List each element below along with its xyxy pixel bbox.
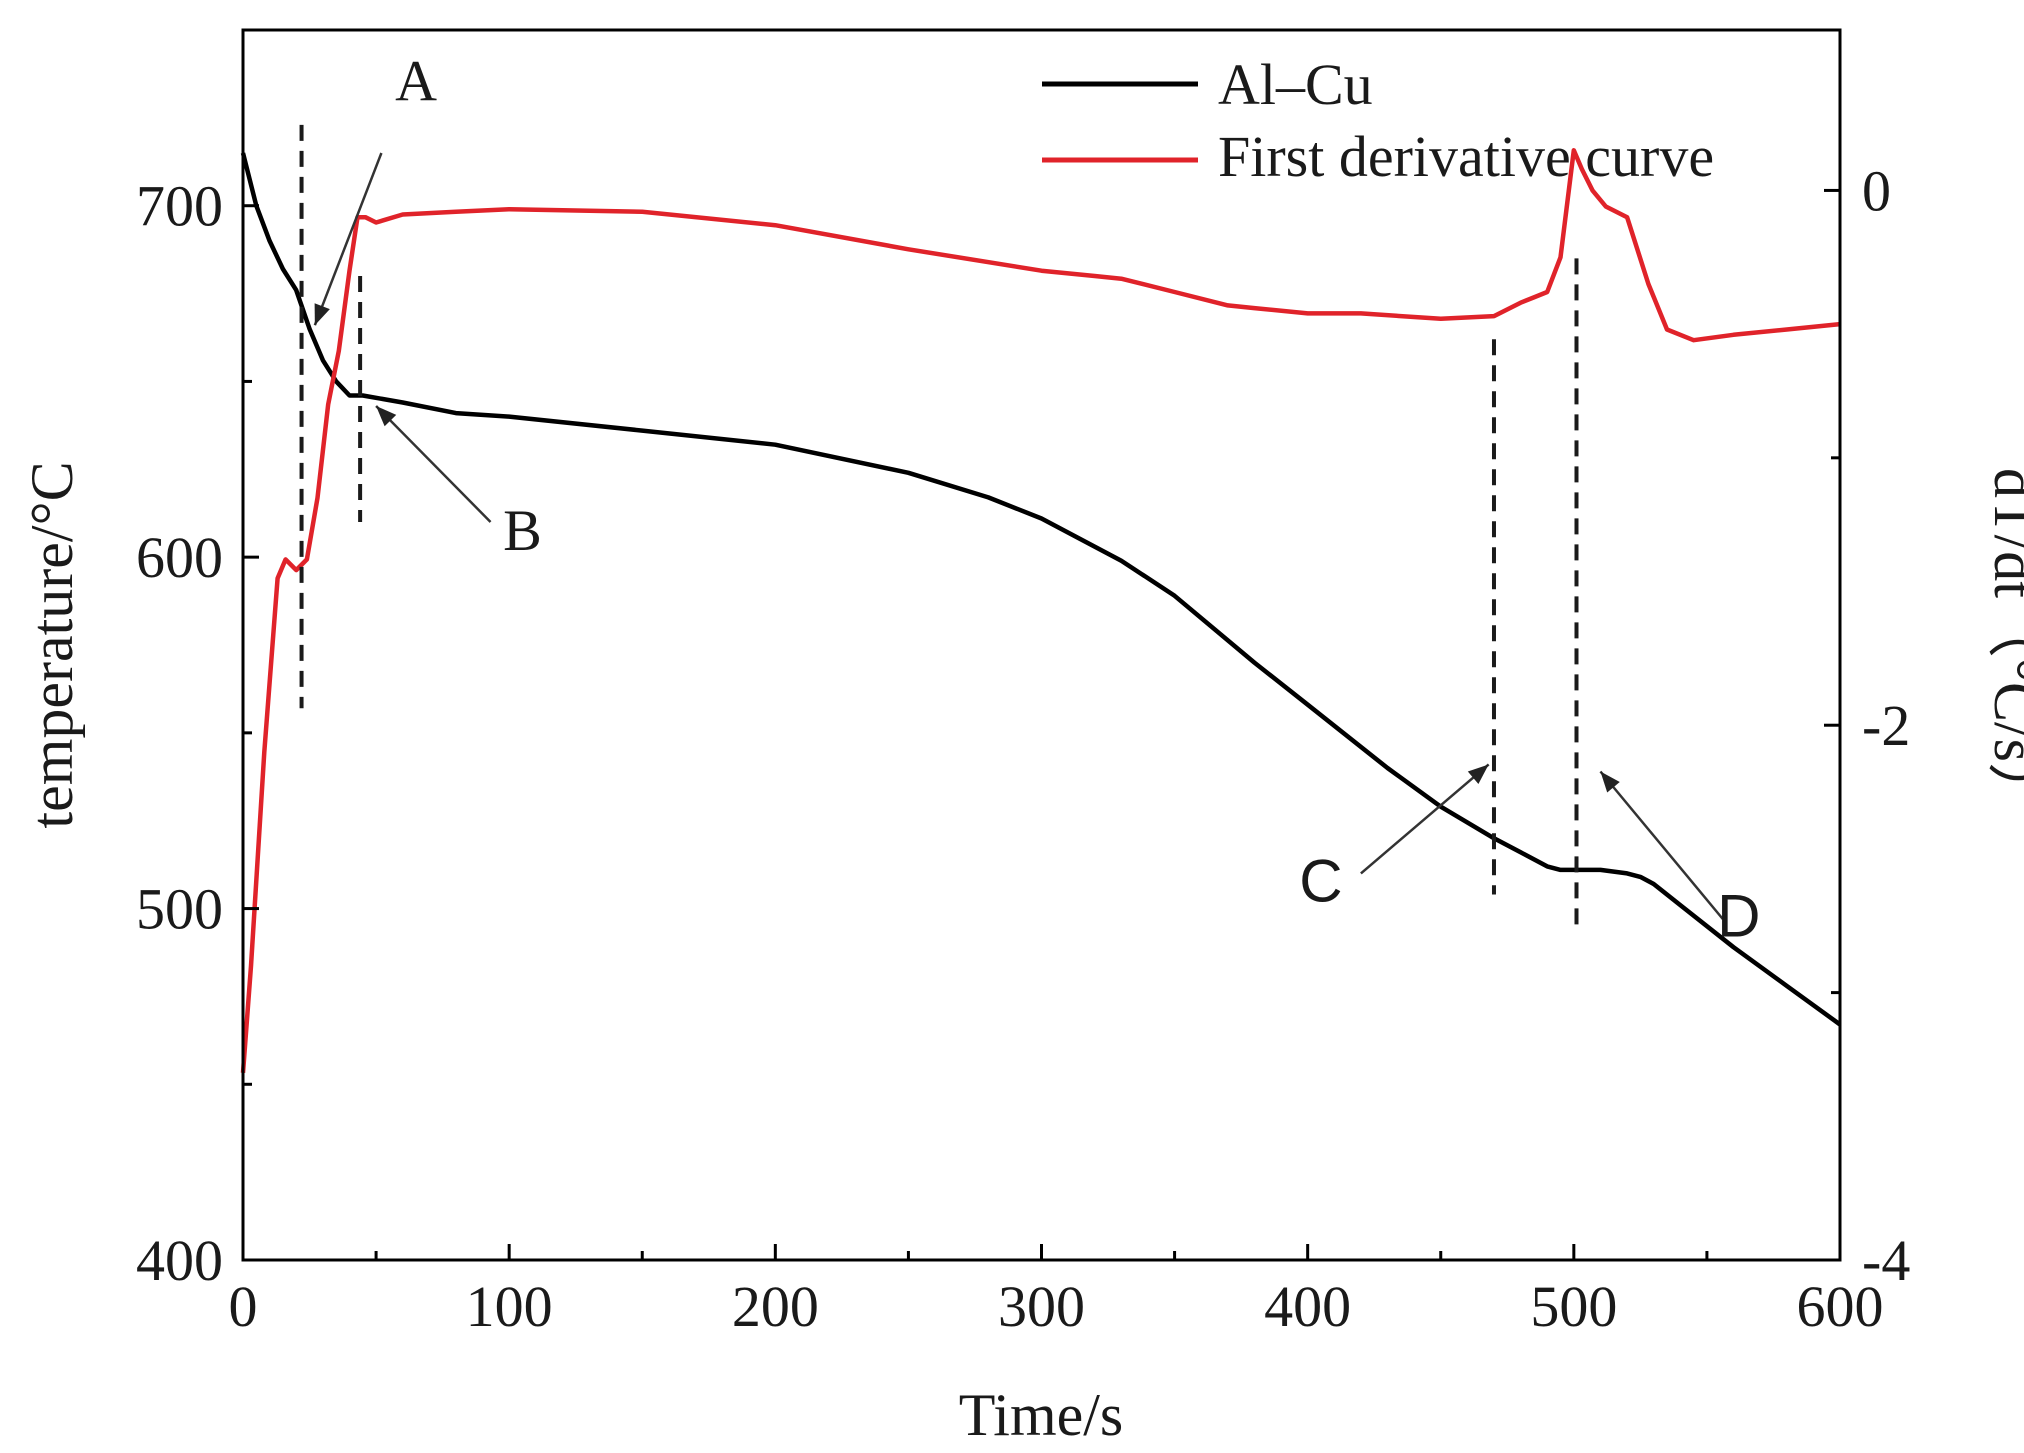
annotation-arrow-c <box>1360 763 1490 875</box>
y-right-tick-label--4: -4 <box>1862 1228 1910 1293</box>
annotation-arrow-b <box>375 405 492 523</box>
annotation-label-d: D <box>1717 883 1760 950</box>
y-left-tick-label-700: 700 <box>136 174 223 239</box>
annotation-arrowhead-c <box>1467 764 1489 784</box>
y-axis-left: 400 500 600 700 <box>136 28 259 1293</box>
y-right-tick-label--2: -2 <box>1862 693 1910 758</box>
y-axis-right-title: dT/dt（°C/s） <box>1982 468 2024 822</box>
y-left-tick-label-500: 500 <box>136 877 223 942</box>
annotation-label-a: A <box>395 48 437 113</box>
x-axis-title: Time/s <box>959 1382 1124 1448</box>
y-right-tick-label-0: 0 <box>1862 158 1891 223</box>
annotation-arrowhead-b <box>376 406 397 427</box>
reference-lines <box>299 124 1579 927</box>
x-tick-label-100: 100 <box>466 1274 553 1339</box>
annotation-d: D <box>1599 770 1761 950</box>
annotation-a: A <box>313 48 437 326</box>
annotation-arrow-a <box>313 152 383 326</box>
annotation-c: C <box>1299 763 1490 915</box>
legend-label-temperature: Al–Cu <box>1218 52 1373 117</box>
annotation-label-c: C <box>1299 848 1342 915</box>
y-axis-left-title: temperature/°C <box>19 461 85 828</box>
annotation-arrowhead-d <box>1600 771 1620 793</box>
annotation-arrow-d <box>1599 770 1724 920</box>
legend: Al–Cu First derivative curve <box>1042 52 1714 189</box>
legend-label-derivative: First derivative curve <box>1218 124 1714 189</box>
x-tick-label-400: 400 <box>1264 1274 1351 1339</box>
x-axis: 0 100 200 300 400 500 600 <box>229 1244 1884 1339</box>
x-tick-label-600: 600 <box>1797 1274 1884 1339</box>
x-tick-label-200: 200 <box>732 1274 819 1339</box>
series-line-derivative <box>240 148 1841 1073</box>
annotation-arrowhead-a <box>314 303 330 326</box>
annotation-label-b: B <box>503 498 542 563</box>
y-axis-right: -4 -2 0 <box>1824 158 1910 1293</box>
y-left-tick-label-600: 600 <box>136 525 223 590</box>
x-tick-label-300: 300 <box>998 1274 1085 1339</box>
series-line-temperature <box>240 152 1842 1027</box>
x-tick-label-0: 0 <box>229 1274 258 1339</box>
y-left-tick-label-400: 400 <box>136 1228 223 1293</box>
series-layer <box>240 148 1842 1073</box>
annotations: A B C D <box>313 48 1761 950</box>
x-tick-label-500: 500 <box>1530 1274 1617 1339</box>
annotation-b: B <box>375 405 542 563</box>
